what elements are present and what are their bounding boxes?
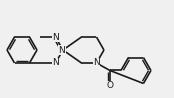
Text: N: N bbox=[59, 45, 65, 54]
Text: N: N bbox=[93, 59, 100, 68]
Text: N: N bbox=[52, 59, 59, 68]
Text: N: N bbox=[52, 33, 59, 42]
Text: O: O bbox=[106, 81, 113, 90]
